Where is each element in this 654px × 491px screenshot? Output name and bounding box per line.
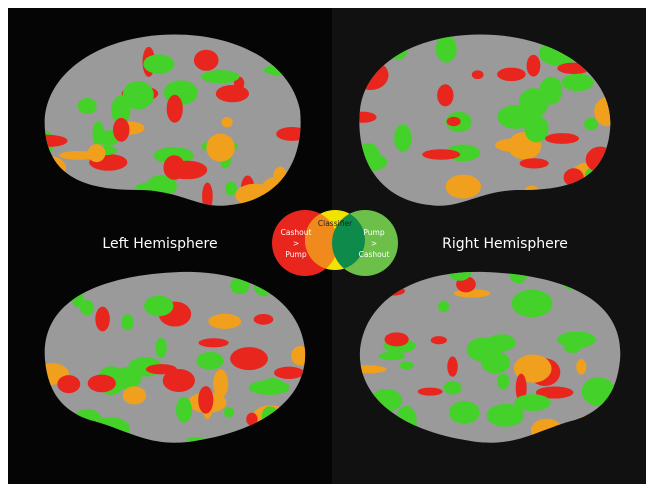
blob — [223, 407, 235, 418]
legend-text: Classifier — [318, 219, 353, 228]
blob — [399, 361, 414, 370]
blob — [471, 70, 484, 80]
blob — [122, 386, 147, 405]
blob — [215, 84, 250, 103]
blob — [594, 97, 611, 127]
blob — [162, 369, 195, 393]
blob — [230, 347, 268, 371]
legend-text: > — [293, 239, 299, 248]
blob — [87, 374, 116, 393]
blob — [221, 116, 233, 128]
blob — [225, 181, 237, 196]
blob — [581, 377, 615, 406]
blob — [112, 117, 130, 142]
blob — [417, 387, 443, 396]
blob — [557, 331, 597, 348]
blob — [394, 124, 412, 152]
blob — [422, 149, 461, 160]
blob — [519, 158, 549, 169]
blob — [246, 412, 258, 426]
blob — [198, 386, 214, 414]
blob — [143, 54, 175, 74]
right-label: Right Hemisphere — [442, 236, 568, 252]
blob — [514, 394, 551, 412]
blob — [57, 375, 81, 394]
blob — [143, 295, 174, 317]
legend-text: Cashout — [359, 250, 390, 259]
blob — [145, 364, 178, 375]
blob — [77, 97, 97, 114]
blob — [438, 300, 450, 313]
blob — [437, 84, 454, 107]
blob — [576, 359, 587, 375]
blob — [515, 373, 527, 403]
blob — [545, 133, 580, 144]
blob — [359, 365, 387, 374]
blob — [497, 67, 526, 82]
blob — [447, 356, 458, 377]
legend-text: Cashout — [281, 228, 312, 237]
blob — [359, 111, 377, 123]
blob — [208, 313, 242, 329]
blob — [163, 155, 186, 180]
blob — [273, 366, 304, 379]
blob — [539, 76, 563, 105]
blob — [87, 144, 106, 163]
blob — [166, 94, 183, 123]
blob — [561, 73, 594, 92]
blob — [495, 138, 532, 152]
legend-text: Pump — [285, 250, 306, 259]
blob — [176, 396, 192, 423]
blob — [378, 351, 405, 361]
blob — [193, 49, 219, 71]
legend-text: > — [371, 239, 377, 248]
blob — [113, 367, 142, 390]
blob — [253, 314, 274, 325]
blob — [122, 81, 154, 110]
blob — [584, 117, 598, 131]
green-overlap — [332, 210, 365, 270]
blob — [201, 70, 240, 84]
blob — [155, 337, 167, 359]
blob — [44, 134, 68, 147]
blob — [496, 373, 510, 390]
blob — [291, 346, 306, 366]
blob — [443, 381, 462, 395]
blob — [486, 403, 525, 427]
blob — [213, 369, 229, 398]
blob — [435, 35, 457, 63]
blob — [535, 386, 574, 399]
blob — [448, 401, 480, 424]
blob — [80, 299, 94, 316]
legend-text: Pump — [363, 228, 384, 237]
blob — [202, 182, 213, 206]
blob — [526, 54, 541, 77]
blob — [92, 121, 105, 147]
blob — [95, 306, 110, 332]
blob — [230, 277, 250, 295]
blob — [198, 338, 229, 348]
venn-legend: Cashout > Pump Classifier Pump > Cashout — [272, 210, 398, 276]
blob — [430, 336, 447, 345]
left-label: Left Hemisphere — [102, 236, 217, 252]
blob — [481, 351, 511, 374]
blob — [248, 380, 290, 395]
blob — [530, 301, 541, 311]
blob — [446, 116, 461, 127]
blob — [508, 271, 529, 284]
blob — [206, 133, 235, 162]
blob — [445, 174, 482, 199]
blob — [196, 351, 224, 370]
blob — [121, 314, 134, 331]
blob — [384, 332, 409, 347]
